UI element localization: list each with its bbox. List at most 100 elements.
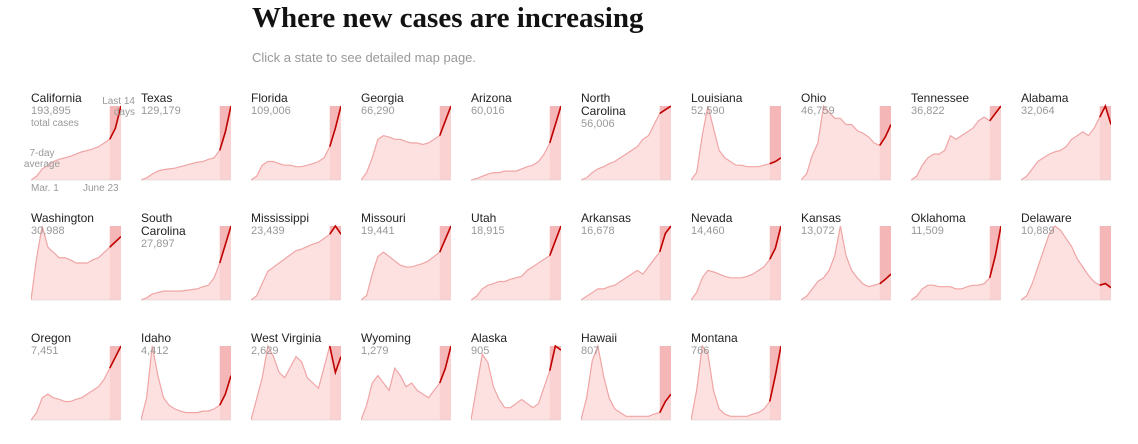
average-line bbox=[141, 345, 231, 421]
state-name: Missouri bbox=[361, 211, 406, 225]
title: Where new cases are increasing bbox=[252, 2, 644, 34]
average-line bbox=[801, 225, 891, 301]
average-line bbox=[361, 345, 451, 421]
average-line bbox=[471, 344, 561, 421]
recent-line bbox=[988, 225, 1001, 278]
recent-line bbox=[769, 157, 781, 165]
state-name: Montana bbox=[691, 331, 738, 345]
average-line bbox=[911, 105, 1001, 181]
state-panel[interactable]: Utah 18,915 bbox=[471, 212, 571, 312]
state-panel[interactable]: Ohio 46,759 bbox=[801, 92, 901, 192]
state-name: West Virginia bbox=[251, 331, 322, 345]
sparkline bbox=[1021, 103, 1111, 181]
state-cases: 52,590 bbox=[691, 105, 725, 117]
sparkline bbox=[361, 105, 451, 181]
average-line bbox=[911, 225, 1001, 301]
state-panel[interactable]: Oregon 7,451 bbox=[31, 332, 131, 432]
sparkline bbox=[251, 344, 341, 421]
sparkline bbox=[361, 345, 451, 421]
area bbox=[691, 346, 781, 420]
state-panel[interactable]: Alaska 905 bbox=[471, 332, 571, 432]
recent-line bbox=[659, 393, 671, 413]
area bbox=[581, 106, 671, 180]
recent-shade bbox=[659, 346, 671, 420]
state-cases: 11,509 bbox=[911, 225, 944, 237]
state-panel[interactable]: California 193,895 total cases Last 14 days… bbox=[24, 92, 135, 195]
state-panel[interactable]: Texas 129,179 bbox=[141, 92, 241, 192]
average-line bbox=[251, 224, 341, 301]
state-panel[interactable]: Arkansas 16,678 bbox=[581, 212, 681, 312]
state-panel[interactable]: Delaware 10,889 bbox=[1021, 212, 1121, 312]
recent-line bbox=[1099, 103, 1111, 125]
state-panel[interactable]: Florida 109,006 bbox=[251, 92, 351, 192]
state-panel[interactable]: South Carolina 27,897 bbox=[141, 212, 241, 312]
sparkline bbox=[31, 105, 121, 181]
state-cases: 2,629 bbox=[251, 345, 279, 357]
recent-shade bbox=[1099, 226, 1111, 300]
state-panel[interactable]: Kansas 13,072 bbox=[801, 212, 901, 312]
sparkline bbox=[911, 225, 1001, 301]
state-panel[interactable]: Nevada 14,460 bbox=[691, 212, 791, 312]
average-line bbox=[581, 105, 671, 181]
sparkline bbox=[361, 225, 451, 301]
recent-line bbox=[218, 225, 231, 264]
average-line bbox=[361, 105, 451, 181]
start-date: Mar. 1 bbox=[31, 183, 59, 194]
state-panel[interactable]: Idaho 4,412 bbox=[141, 332, 241, 432]
state-name: Georgia bbox=[361, 91, 404, 105]
sparkline bbox=[581, 225, 671, 301]
state-panel[interactable]: Hawaii 807 bbox=[581, 332, 681, 432]
state-cases: 4,412 bbox=[141, 345, 169, 357]
state-panel[interactable]: Missouri 19,441 bbox=[361, 212, 461, 312]
average-line bbox=[471, 225, 561, 301]
state-panel[interactable]: North Carolina 56,006 bbox=[581, 92, 681, 192]
state-panel[interactable]: Montana 766 bbox=[691, 332, 791, 432]
state-panel[interactable]: West Virginia 2,629 bbox=[251, 332, 351, 432]
state-panel[interactable]: Tennessee 36,822 bbox=[911, 92, 1011, 192]
state-name: Utah bbox=[471, 211, 497, 225]
state-cases: 19,441 bbox=[361, 225, 395, 237]
state-panel[interactable]: Wyoming 1,279 bbox=[361, 332, 461, 432]
average-note: 7-day average bbox=[23, 148, 61, 170]
recent-line bbox=[548, 105, 561, 144]
area bbox=[141, 346, 231, 420]
state-panel[interactable]: Arizona 60,016 bbox=[471, 92, 571, 192]
state-panel[interactable]: Georgia 66,290 bbox=[361, 92, 461, 192]
recent-shade bbox=[219, 346, 231, 420]
state-name: Arkansas bbox=[581, 211, 632, 225]
area bbox=[31, 346, 121, 420]
sparkline bbox=[691, 225, 781, 301]
state-cases: 905 bbox=[471, 345, 490, 357]
sparkline bbox=[141, 345, 231, 421]
average-line bbox=[1021, 225, 1111, 301]
recent-line bbox=[218, 105, 231, 151]
state-panel[interactable]: Mississippi 23,439 bbox=[251, 212, 351, 312]
state-name: Ohio bbox=[801, 91, 827, 105]
state-cases: 129,179 bbox=[141, 105, 181, 117]
recent-line bbox=[1099, 282, 1111, 289]
sparkline bbox=[801, 104, 891, 181]
average-line bbox=[361, 225, 451, 301]
sparkline bbox=[581, 343, 671, 421]
state-panel[interactable]: Alabama 32,064 bbox=[1021, 92, 1121, 192]
sparkline bbox=[471, 225, 561, 301]
state-name: Washington bbox=[31, 211, 94, 225]
state-panel[interactable]: Oklahoma 11,509 bbox=[911, 212, 1011, 312]
state-cases: 56,006 bbox=[581, 118, 615, 130]
area bbox=[141, 226, 231, 300]
state-cases: 60,016 bbox=[471, 105, 505, 117]
state-name: Oregon bbox=[31, 331, 72, 345]
state-panel[interactable]: Washington 30,988 bbox=[31, 212, 131, 312]
state-name: Mississippi bbox=[251, 211, 310, 225]
state-panel[interactable]: Louisiana 52,590 bbox=[691, 92, 791, 192]
recent-line bbox=[659, 105, 671, 115]
state-name: North Carolina bbox=[581, 91, 626, 118]
recent-line bbox=[769, 225, 781, 260]
state-name: Nevada bbox=[691, 211, 733, 225]
sparkline bbox=[141, 225, 231, 301]
recent-line bbox=[768, 345, 781, 402]
state-cases: 14,460 bbox=[691, 225, 725, 237]
area bbox=[141, 106, 231, 180]
recent-line bbox=[328, 105, 341, 147]
